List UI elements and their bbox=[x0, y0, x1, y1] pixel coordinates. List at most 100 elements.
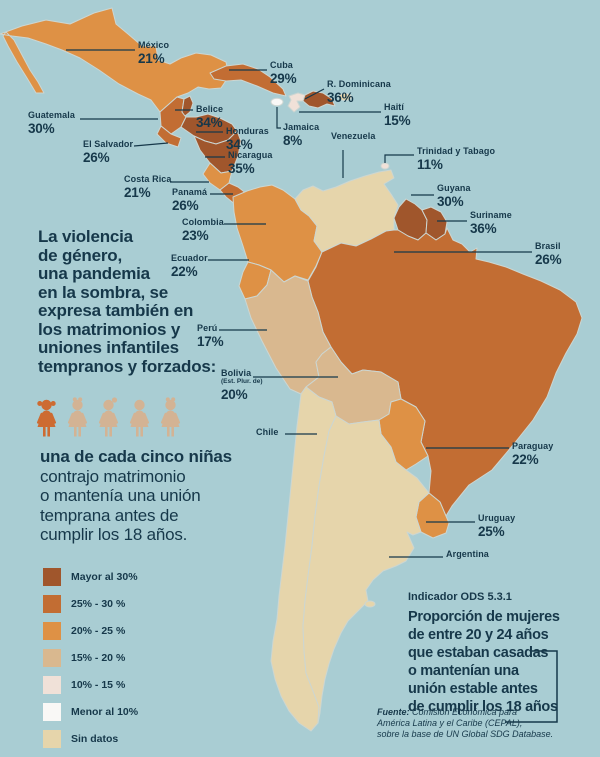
legend-label: Mayor al 30% bbox=[71, 571, 138, 583]
text-line: que estaban casadas bbox=[408, 645, 549, 661]
indicator-text: Proporción de mujeres de entre 20 y 24 añ… bbox=[408, 608, 578, 716]
legend-item: 10% - 15 % bbox=[43, 676, 138, 694]
country-name: Brasil bbox=[535, 241, 561, 251]
legend-swatch-icon bbox=[43, 595, 61, 613]
country-name: Paraguay bbox=[512, 441, 554, 451]
map-label-panama: Panamá 26% bbox=[172, 188, 207, 213]
girl-icon bbox=[161, 397, 180, 437]
country-name: Guyana bbox=[437, 183, 471, 193]
country-value: 26% bbox=[83, 150, 110, 165]
country-name: Chile bbox=[256, 427, 279, 437]
text-line: de género, bbox=[38, 245, 122, 265]
country-haiti bbox=[287, 92, 306, 113]
source-line: América Latina y el Caribe (CEPAL), bbox=[377, 718, 523, 728]
text-line: de entre 20 y 24 años bbox=[408, 627, 549, 643]
country-nicaragua bbox=[193, 130, 242, 174]
country-value: 11% bbox=[417, 157, 443, 172]
leader-line-rep-dominicana bbox=[304, 88, 325, 100]
indicator-note: Indicador ODS 5.3.1 Proporción de mujere… bbox=[408, 591, 578, 716]
text-line: contrajo matrimonio bbox=[40, 466, 186, 486]
girl-icon bbox=[130, 399, 149, 437]
legend-item: Sin datos bbox=[43, 730, 138, 748]
map-label-belice: Belice 34% bbox=[196, 105, 223, 130]
text-line: los matrimonios y bbox=[38, 319, 181, 339]
source-note: Fuente: Comisión Económica para América L… bbox=[377, 707, 553, 740]
country-name: Uruguay bbox=[478, 513, 516, 523]
country-name: Belice bbox=[196, 104, 224, 114]
country-value: 29% bbox=[270, 71, 297, 86]
girl-icon bbox=[99, 397, 118, 437]
map-label-trinidad: Trinidad y Tabago 11% bbox=[417, 147, 495, 172]
country-name: Colombia bbox=[182, 217, 224, 227]
text-line: uniones infantiles bbox=[38, 338, 179, 357]
indicator-title: Indicador ODS 5.3.1 bbox=[408, 591, 512, 603]
legend-swatch-icon bbox=[43, 676, 61, 694]
country-value: 15% bbox=[384, 113, 411, 128]
country-value: 36% bbox=[327, 90, 354, 105]
girls-icons bbox=[33, 396, 184, 442]
legend-item: Mayor al 30% bbox=[43, 568, 138, 586]
map-label-brasil: Brasil 26% bbox=[535, 241, 562, 267]
legend-label: Menor al 10% bbox=[71, 706, 139, 718]
country-name: Honduras bbox=[226, 126, 269, 136]
text-line: tempranos y forzados: bbox=[38, 356, 217, 376]
legend-label: 20% - 25 % bbox=[71, 625, 126, 637]
bracket-connector bbox=[505, 650, 558, 723]
map-label-jamaica: Jamaica 8% bbox=[283, 123, 319, 148]
country-el-salvador bbox=[156, 125, 182, 148]
source-line: sobre la base de UN Global SDG Database. bbox=[377, 729, 554, 739]
key-fact-bold: una de cada cinco niñas bbox=[40, 447, 232, 466]
country-value: 25% bbox=[478, 524, 505, 539]
text-line: una pandemia bbox=[38, 264, 150, 283]
country-value: 34% bbox=[196, 115, 223, 130]
leader-lines bbox=[66, 49, 532, 558]
map-label-uruguay: Uruguay 25% bbox=[478, 514, 515, 539]
legend-item: 15% - 20 % bbox=[43, 649, 138, 667]
legend-swatch-icon bbox=[43, 649, 61, 667]
country-name: El Salvador bbox=[83, 139, 134, 149]
country-belice bbox=[181, 95, 194, 117]
country-argentina bbox=[302, 415, 430, 724]
country-name: R. Dominicana bbox=[327, 79, 391, 89]
legend-item: 25% - 30 % bbox=[43, 595, 138, 613]
map-label-peru: Perú 17% bbox=[197, 323, 224, 349]
country-venezuela bbox=[294, 169, 399, 253]
map-label-el-salvador: El Salvador 26% bbox=[83, 140, 133, 165]
key-fact: una de cada cinco niñas contrajo matrimo… bbox=[40, 447, 232, 545]
country-cuba bbox=[209, 63, 287, 97]
country-mexico bbox=[0, 7, 230, 113]
legend-swatch-icon bbox=[43, 730, 61, 748]
map-label-suriname: Suriname 36% bbox=[470, 211, 512, 236]
map-label-nicaragua: Nicaragua 35% bbox=[228, 151, 272, 176]
country-value: 22% bbox=[171, 264, 198, 279]
country-name-sub: (Est. Plur. de) bbox=[221, 378, 263, 385]
country-name: Trinidad y Tabago bbox=[417, 146, 496, 156]
country-value: 20% bbox=[221, 386, 248, 402]
country-name: Ecuador bbox=[171, 253, 208, 263]
map-label-colombia: Colombia 23% bbox=[182, 218, 224, 243]
map-label-rep-dominicana: R. Dominicana 36% bbox=[327, 80, 391, 105]
country-name: Cuba bbox=[270, 60, 293, 70]
country-name: Bolivia bbox=[221, 368, 252, 378]
source-prefix: Fuente: bbox=[377, 707, 412, 717]
legend-label: 10% - 15 % bbox=[71, 679, 126, 691]
legend-swatch-icon bbox=[43, 622, 61, 640]
country-trinidad bbox=[380, 162, 390, 170]
country-value: 8% bbox=[283, 133, 303, 148]
source-line: Fuente: Comisión Económica para bbox=[377, 707, 518, 717]
country-value: 17% bbox=[197, 334, 224, 349]
country-name: Nicaragua bbox=[228, 150, 273, 160]
text-line: temprana antes de bbox=[40, 505, 179, 525]
text-line: La violencia bbox=[38, 227, 133, 246]
country-name: Costa Rica bbox=[124, 174, 172, 184]
leader-line-trinidad bbox=[384, 154, 414, 163]
country-name: Perú bbox=[197, 323, 218, 333]
legend-label: 15% - 20 % bbox=[71, 652, 126, 664]
country-name: Panamá bbox=[172, 187, 208, 197]
legend-label: Sin datos bbox=[71, 733, 119, 745]
country-value: 30% bbox=[28, 121, 55, 136]
country-name: México bbox=[138, 40, 170, 50]
country-name: Suriname bbox=[470, 210, 512, 220]
text-line: cumplir los 18 años. bbox=[40, 525, 188, 544]
